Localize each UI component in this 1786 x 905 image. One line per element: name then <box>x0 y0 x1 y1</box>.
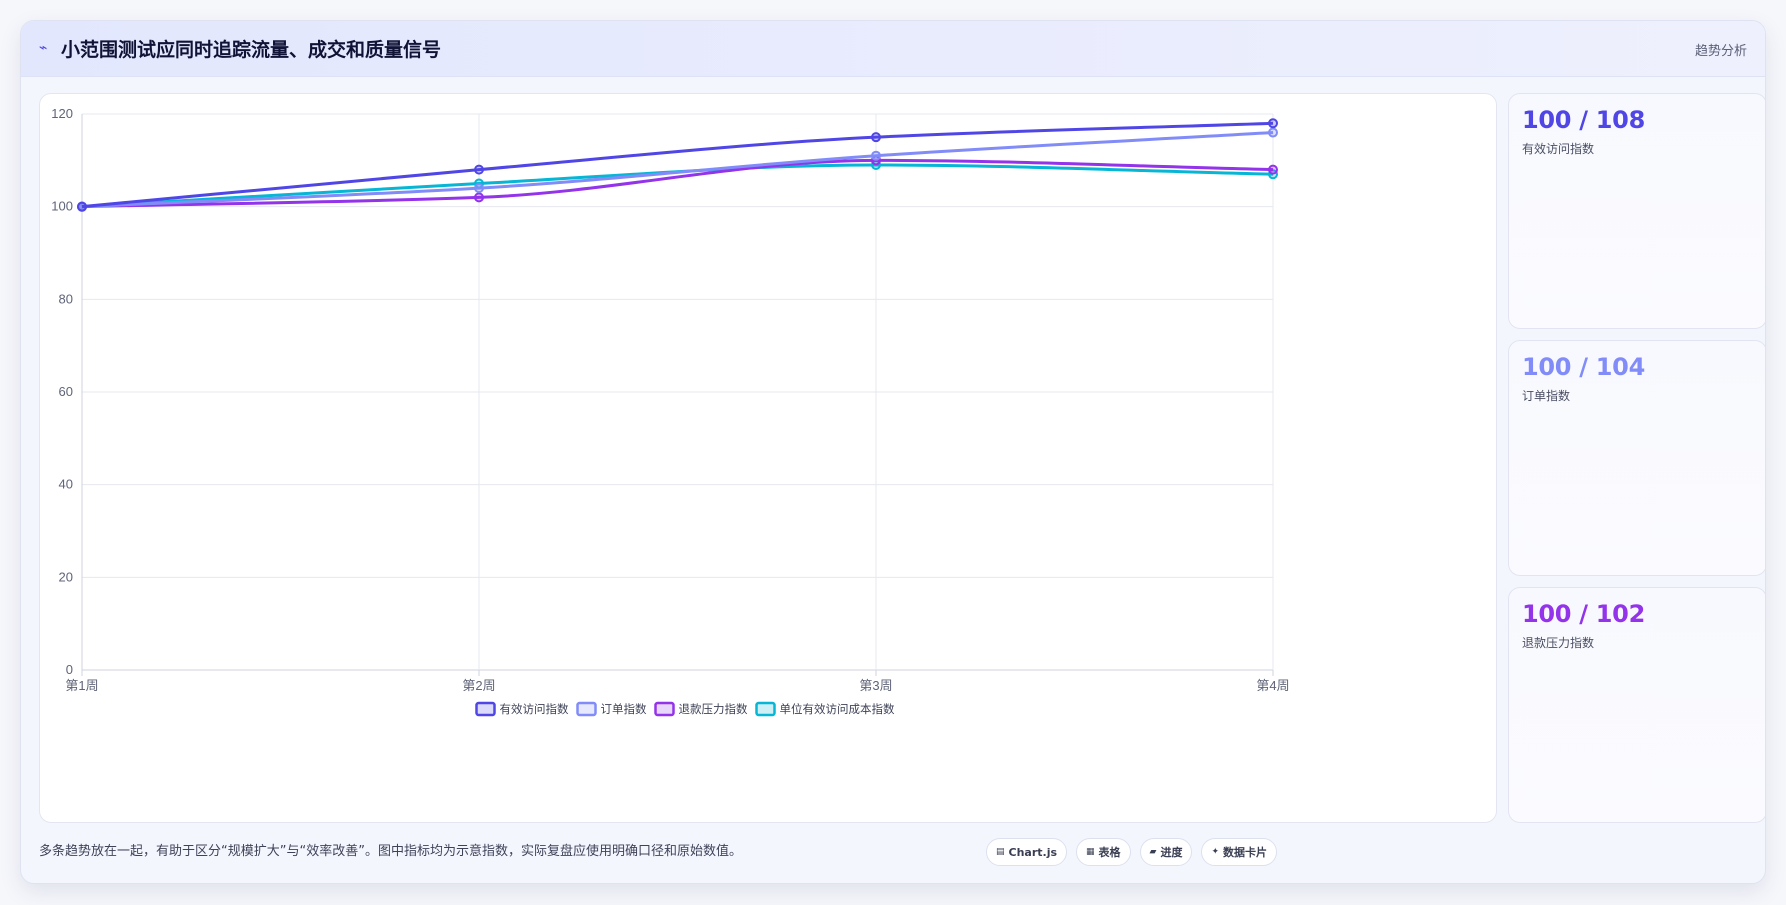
kpi-value: 100 / 102 <box>1522 600 1645 628</box>
legend-swatch <box>654 701 675 717</box>
data-point <box>1268 164 1278 175</box>
chip-table[interactable]: ▦ 表格 <box>1076 838 1131 866</box>
legend-label: 退款压力指数 <box>679 702 748 716</box>
chip-label: 进度 <box>1160 846 1183 859</box>
data-point <box>474 164 484 175</box>
chip-label: 数据卡片 <box>1223 846 1268 859</box>
kpi-value: 100 / 104 <box>1522 353 1645 381</box>
kpi-label: 退款压力指数 <box>1522 636 1595 650</box>
chip-label: Chart.js <box>1008 845 1058 859</box>
section-tag: 趋势分析 <box>1694 44 1747 59</box>
data-point <box>1268 118 1278 129</box>
chip-chartjs[interactable]: ▤ Chart.js <box>986 838 1068 866</box>
y-tick-label: 20 <box>59 569 73 584</box>
x-tick-label: 第4周 <box>1256 678 1289 693</box>
data-point <box>871 132 881 143</box>
kpi-card-visits: 100 / 108 有效访问指数 <box>1508 93 1765 329</box>
y-tick-label: 100 <box>51 199 73 214</box>
kpi-card-orders: 100 / 104 订单指数 <box>1508 340 1765 576</box>
data-point <box>1268 127 1278 138</box>
trend-icon: ⌁ <box>39 40 48 56</box>
card-header: ⌁ 小范围测试应同时追踪流量、成交和质量信号 趋势分析 <box>21 21 1765 77</box>
x-tick-label: 第3周 <box>859 678 892 693</box>
chart-panel: 0 20 40 60 80 100 120 第1周 第2周 第3周 第4周有效访问指数 订单指数 退款压… <box>39 93 1497 823</box>
kpi-value: 100 / 108 <box>1522 106 1645 134</box>
y-tick-label: 40 <box>59 477 73 492</box>
chip-progress[interactable]: ▰ 进度 <box>1139 838 1193 866</box>
kpi-label: 有效访问指数 <box>1522 142 1595 156</box>
chart-icon: ▤ <box>996 847 1005 857</box>
chip-data-cards[interactable]: ✦ 数据卡片 <box>1201 838 1278 866</box>
y-tick-label: 60 <box>59 384 73 399</box>
x-tick-label: 第1周 <box>65 678 98 693</box>
y-tick-label: 0 <box>66 662 73 677</box>
data-point <box>474 192 484 203</box>
legend-swatch <box>755 701 776 717</box>
chip-label: 表格 <box>1098 846 1121 859</box>
data-point <box>871 150 881 161</box>
data-point <box>474 183 484 194</box>
view-chips: ▤ Chart.js ▦ 表格 ▰ 进度 ✦ 数据卡片 <box>986 838 1278 866</box>
sparkle-icon: ✦ <box>1211 847 1220 857</box>
series-line-0 <box>81 121 1274 209</box>
kpi-card-refund: 100 / 102 退款压力指数 <box>1508 587 1765 823</box>
kpi-label: 订单指数 <box>1522 389 1571 403</box>
series-line-1 <box>81 131 1274 209</box>
y-tick-label: 120 <box>51 106 73 121</box>
progress-icon: ▰ <box>1149 847 1157 857</box>
x-tick-label: 第2周 <box>462 678 495 693</box>
footer-note: 多条趋势放在一起，有助于区分“规模扩大”与“效率改善”。图中指标均为示意指数，实… <box>39 844 742 859</box>
legend-swatch <box>475 701 496 717</box>
y-tick-label: 80 <box>59 291 73 306</box>
dashboard-card: ⌁ 小范围测试应同时追踪流量、成交和质量信号 趋势分析 0 20 40 60 80 100… <box>20 20 1766 884</box>
page-title: 小范围测试应同时追踪流量、成交和质量信号 <box>61 39 442 61</box>
series-line-2 <box>81 158 1274 209</box>
legend-label: 订单指数 <box>601 702 647 716</box>
legend-swatch <box>576 701 597 717</box>
table-icon: ▦ <box>1086 847 1095 857</box>
legend-label: 有效访问指数 <box>500 702 569 716</box>
data-point <box>77 201 87 212</box>
legend-label: 单位有效访问成本指数 <box>779 702 894 716</box>
